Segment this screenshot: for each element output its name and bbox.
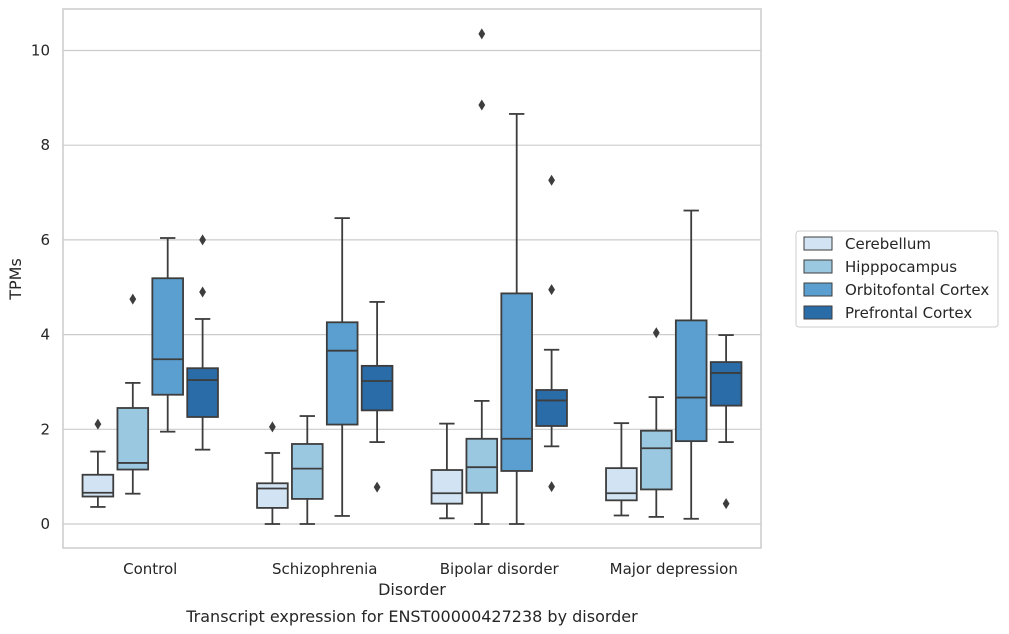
box-body: [640, 429, 673, 491]
outlier-point: [548, 481, 555, 493]
box-orbitofontal-cortex: [151, 237, 184, 433]
outlier-point: [652, 327, 660, 339]
box-body: [535, 389, 568, 427]
outlier-point: [548, 174, 555, 186]
y-tick-label: 2: [40, 420, 50, 438]
outlier-point: [199, 286, 206, 298]
legend-swatch: [803, 282, 833, 297]
outlier-point: [373, 481, 381, 493]
box-orbitofontal-cortex: [500, 113, 533, 525]
outlier-point: [94, 418, 102, 430]
x-axis-ticks: Control Schizophrenia Bipolar disorder Majo…: [123, 560, 738, 578]
outlier-point: [269, 421, 276, 433]
box-hipppocampus: [465, 28, 499, 525]
plot-area-frame: [62, 8, 762, 549]
box-prefrontal-cortex: [535, 174, 568, 493]
box-cerebellum: [430, 422, 464, 520]
box-body: [151, 277, 184, 396]
box-prefrontal-cortex: [186, 234, 219, 451]
box-body: [256, 482, 289, 509]
box-hipppocampus: [116, 293, 150, 495]
box-hipppocampus: [291, 415, 324, 525]
y-tick-label: 0: [40, 515, 50, 533]
legend-swatch: [803, 305, 833, 320]
x-tick-label: Schizophrenia: [272, 560, 377, 578]
box-cerebellum: [256, 421, 289, 525]
outlier-point: [548, 284, 555, 296]
box-body: [465, 437, 499, 494]
legend-items: Cerebellum Hipppocampus Orbitofontal Corte…: [803, 235, 989, 322]
boxes: [81, 28, 743, 525]
box-hipppocampus: [640, 327, 673, 518]
x-axis-label: Disorder: [378, 580, 446, 599]
y-tick-label: 8: [40, 136, 50, 154]
box-prefrontal-cortex: [360, 301, 394, 493]
legend-label: Orbitofontal Cortex: [845, 281, 989, 299]
legend: Cerebellum Hipppocampus Orbitofontal Corte…: [795, 230, 999, 328]
box-body: [605, 467, 638, 502]
legend-label: Cerebellum: [845, 235, 931, 253]
legend-frame: [795, 230, 999, 328]
y-tick-label: 4: [40, 326, 50, 344]
box-orbitofontal-cortex: [325, 217, 359, 517]
box-body: [360, 364, 394, 412]
box-body: [674, 319, 708, 443]
box-orbitofontal-cortex: [674, 209, 708, 520]
x-tick-label: Control: [123, 560, 177, 578]
box-body: [186, 367, 219, 418]
box-body: [709, 361, 743, 407]
box-body: [430, 469, 464, 505]
box-cerebellum: [81, 418, 115, 508]
outlier-point: [478, 99, 486, 111]
legend-label: Prefrontal Cortex: [845, 304, 972, 322]
box-prefrontal-cortex: [709, 334, 743, 510]
outlier-point: [199, 234, 206, 246]
y-axis-ticks: 0 2 4 6 8 10: [31, 42, 50, 534]
legend-swatch: [803, 236, 833, 251]
box-body: [291, 443, 324, 500]
x-tick-label: Bipolar disorder: [440, 560, 560, 578]
outlier-point: [129, 293, 137, 305]
outlier-point: [722, 498, 730, 510]
box-body: [325, 321, 359, 426]
legend-swatch: [803, 259, 833, 274]
box-cerebellum: [605, 422, 638, 517]
box-body: [81, 473, 115, 498]
y-tick-label: 10: [31, 42, 50, 60]
y-axis-label: TPMs: [6, 258, 25, 301]
x-tick-label: Major depression: [610, 560, 738, 578]
legend-label: Hipppocampus: [845, 258, 957, 276]
box-body: [500, 292, 533, 472]
chart-caption: Transcript expression for ENST0000042723…: [185, 607, 638, 626]
outlier-point: [478, 28, 486, 40]
y-tick-label: 6: [40, 231, 50, 249]
box-body: [116, 407, 150, 471]
